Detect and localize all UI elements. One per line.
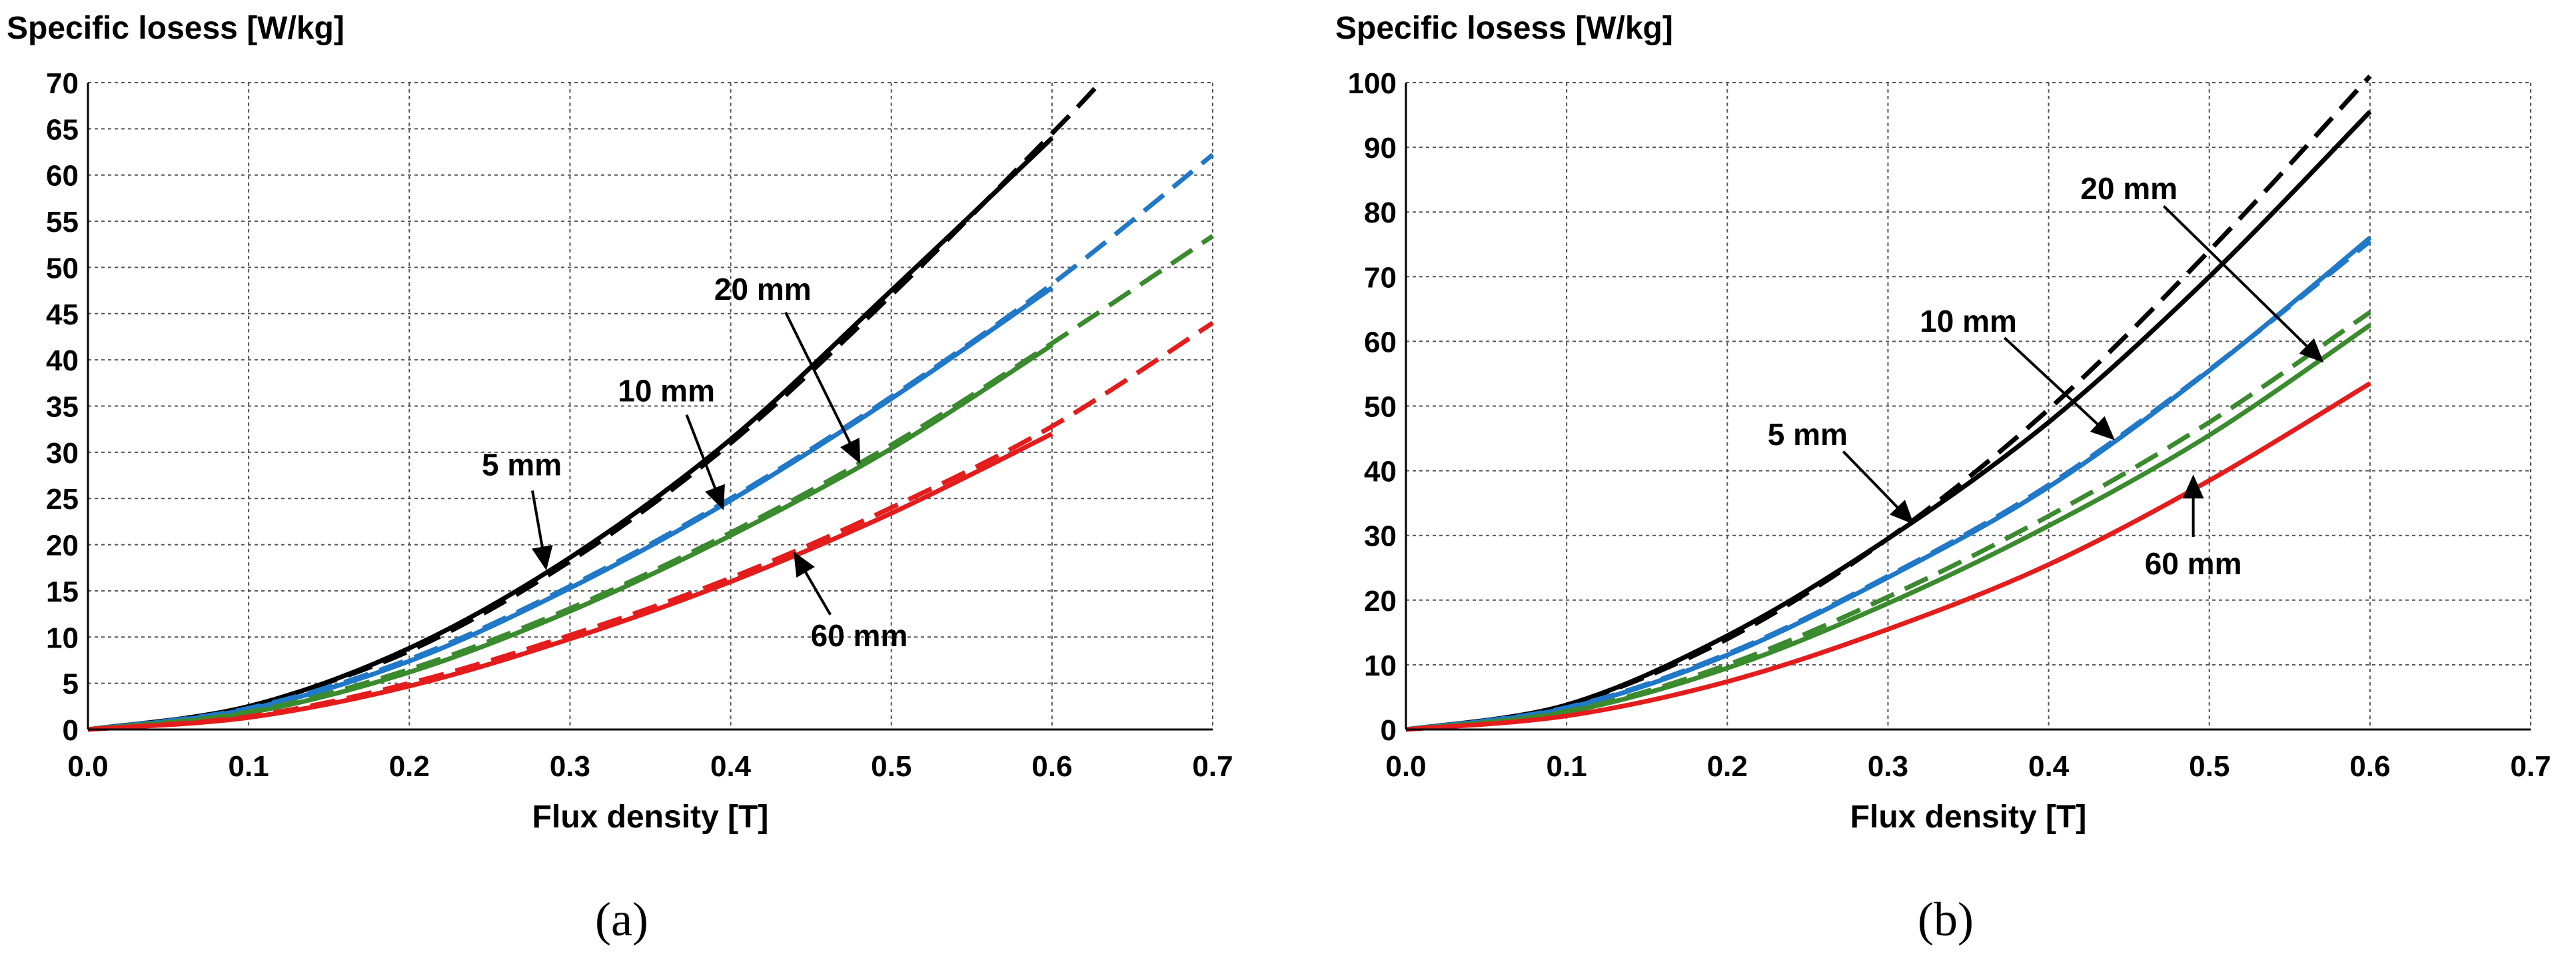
- x-tick-label-b-5: 0.5: [2189, 750, 2230, 783]
- ticks-b: 0.0 0.1 0.2 0.3 0.4 0.5 0.6 0.7 0 10 20 30 40 50 60 70 8…: [1348, 67, 2551, 783]
- annotation-arrow-b-0: [1842, 450, 1914, 525]
- x-tick-label-b-3: 0.3: [1868, 750, 1908, 783]
- y-tick-label-b-9: 90: [1364, 132, 1397, 165]
- annotation-arrow-a-3: [794, 551, 832, 616]
- annotations-b: 5 mm 10 mm 20 mm 60 mm: [1768, 171, 2324, 581]
- ticks-a: 0.0 0.1 0.2 0.3 0.4 0.5 0.6 0.7 0 5 10 15 20 25 30 35 40…: [46, 67, 1233, 783]
- y-tick-label-a-2: 10: [46, 622, 79, 654]
- series-group-b: [1405, 74, 2372, 732]
- x-tick-label-b-4: 0.4: [2028, 750, 2070, 783]
- x-tick-label-a-7: 0.7: [1192, 750, 1233, 783]
- series-line-a-5mm-dashed: [167, 81, 1102, 727]
- x-tick-label-b-6: 0.6: [2349, 750, 2390, 783]
- y-tick-label-b-7: 70: [1364, 261, 1397, 294]
- x-tick-label-b-7: 0.7: [2510, 750, 2551, 783]
- y-tick-label-a-8: 40: [46, 344, 79, 377]
- x-tick-label-a-3: 0.3: [550, 750, 590, 783]
- y-tick-label-a-4: 20: [46, 530, 79, 562]
- y-tick-label-a-14: 70: [46, 67, 79, 100]
- y-tick-label-a-1: 5: [63, 668, 79, 701]
- annotation-arrow-a-0: [531, 490, 553, 571]
- axes-a: [87, 83, 1213, 731]
- y-tick-label-a-9: 45: [46, 298, 79, 331]
- y-tick-label-b-2: 20: [1364, 585, 1397, 618]
- x-tick-label-a-0: 0.0: [67, 750, 108, 783]
- annotation-label-a-0: 5 mm: [482, 448, 562, 482]
- annotation-label-a-3: 60 mm: [811, 618, 908, 653]
- y-tick-label-a-13: 65: [46, 113, 79, 146]
- y-tick-label-a-12: 60: [46, 160, 79, 193]
- series-group-a: [87, 81, 1215, 732]
- series-line-a-60mm-dashed: [87, 320, 1214, 732]
- annotation-label-b-2: 20 mm: [2080, 171, 2178, 206]
- x-tick-label-b-2: 0.2: [1707, 750, 1748, 783]
- annotation-label-b-3: 60 mm: [2145, 546, 2242, 581]
- x-tick-label-a-5: 0.5: [871, 750, 912, 783]
- annotation-arrow-a-1: [685, 414, 725, 510]
- y-tick-label-b-0: 0: [1381, 714, 1397, 747]
- annotation-arrow-b-2: [2162, 205, 2324, 363]
- annotation-label-b-0: 5 mm: [1768, 417, 1848, 452]
- annotation-label-a-2: 20 mm: [714, 272, 812, 306]
- series-line-b-60mm-solid: [1405, 381, 2371, 732]
- y-tick-label-b-8: 80: [1364, 197, 1397, 229]
- y-tick-label-a-10: 50: [46, 252, 79, 284]
- annotation-label-b-1: 10 mm: [1920, 304, 2017, 338]
- series-line-b-5mm-solid: [1405, 110, 2372, 732]
- gridlines-a: [88, 82, 1213, 729]
- x-tick-label-a-1: 0.1: [229, 750, 269, 783]
- y-tick-label-b-4: 40: [1364, 456, 1397, 488]
- y-tick-label-b-5: 50: [1364, 391, 1397, 424]
- y-tick-label-b-3: 30: [1364, 520, 1397, 553]
- x-tick-label-a-2: 0.2: [389, 750, 430, 783]
- y-tick-label-a-11: 55: [46, 206, 79, 239]
- x-tick-label-a-4: 0.4: [710, 750, 752, 783]
- y-tick-label-a-0: 0: [63, 714, 79, 747]
- y-tick-label-b-1: 10: [1364, 650, 1397, 682]
- y-tick-label-a-7: 35: [46, 391, 79, 424]
- y-tick-label-a-6: 30: [46, 437, 79, 470]
- y-axis-title-a: Specific losess [W/kg]: [7, 11, 344, 46]
- annotations-a: 5 mm 10 mm 20 mm 60 mm: [482, 272, 908, 653]
- y-tick-label-b-6: 60: [1364, 326, 1397, 358]
- gridlines-b: [1406, 82, 2531, 729]
- chart-panel-b: 0.0 0.1 0.2 0.3 0.4 0.5 0.6 0.7 0 10 20 30 40 50 60 70 8…: [1335, 11, 2551, 946]
- axes-b: [1405, 83, 2531, 731]
- x-tick-label-b-0: 0.0: [1385, 750, 1426, 783]
- y-tick-label-b-10: 100: [1348, 67, 1397, 100]
- series-line-a-10mm-dashed: [87, 153, 1215, 732]
- y-tick-label-a-3: 15: [46, 576, 79, 608]
- x-tick-label-b-1: 0.1: [1547, 750, 1587, 783]
- series-line-b-20mm-dashed: [1405, 310, 2371, 732]
- annotation-label-a-1: 10 mm: [618, 374, 715, 408]
- chart-panel-a: 0.0 0.1 0.2 0.3 0.4 0.5 0.6 0.7 0 5 10 15 20 25 30 35 40…: [7, 11, 1233, 946]
- annotation-arrow-a-2: [784, 312, 861, 464]
- annotation-arrow-b-1: [2003, 336, 2115, 440]
- x-axis-title-a: Flux density [T]: [532, 799, 769, 835]
- panel-label-a: (a): [595, 893, 648, 946]
- series-line-b-10mm-dashed: [1405, 239, 2372, 732]
- y-axis-title-b: Specific losess [W/kg]: [1335, 11, 1673, 46]
- series-line-b-5mm-dashed: [1437, 74, 2372, 729]
- y-tick-label-a-5: 25: [46, 483, 79, 516]
- series-line-a-20mm-dashed: [87, 234, 1214, 732]
- x-axis-title-b: Flux density [T]: [1850, 799, 2087, 835]
- x-tick-label-a-6: 0.6: [1031, 750, 1072, 783]
- panel-label-b: (b): [1918, 893, 1974, 946]
